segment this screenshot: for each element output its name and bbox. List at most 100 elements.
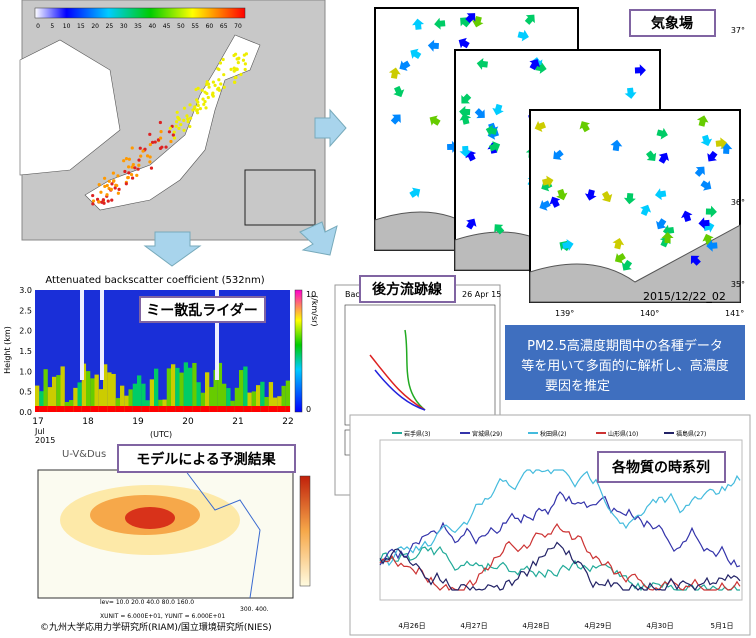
inset-box (244, 169, 316, 226)
plume (125, 507, 175, 529)
station-dot (100, 200, 104, 204)
wind-arrow (427, 39, 440, 52)
wind-arrow (700, 180, 712, 191)
station-dot (124, 182, 128, 186)
station-dot (158, 120, 162, 125)
station-dot (169, 139, 173, 144)
wind-arrow (601, 191, 613, 203)
y-tick: 2.5 (19, 306, 32, 315)
wind-arrow (459, 145, 472, 158)
wind-arrow (696, 115, 709, 127)
summary-box (505, 325, 745, 400)
station-dot (110, 182, 114, 186)
japan-land (84, 34, 261, 211)
wind-arrow (690, 255, 701, 266)
station-dot (193, 106, 197, 110)
wind-arrow (476, 58, 489, 70)
colorbar-tick: 50 (177, 23, 185, 30)
colorbar-tick: 65 (220, 23, 228, 30)
lidar-cell (128, 389, 133, 412)
station-dot (126, 165, 131, 169)
wind-arrow (705, 205, 717, 218)
station-dot (103, 184, 107, 189)
station-dot (124, 157, 129, 161)
y-tick: 0.5 (19, 388, 32, 397)
station-dot (158, 136, 163, 140)
station-dot (129, 173, 134, 177)
station-dot (213, 83, 217, 87)
land (529, 224, 741, 303)
legend-entry: 秋田県(2) (540, 430, 567, 438)
wind-arrow (488, 141, 501, 153)
lidar-cell (124, 406, 129, 412)
arrow-diag (299, 221, 338, 256)
summary-line: PM2.5高濃度期間中の各種データ (527, 338, 723, 354)
station-dot (205, 82, 209, 86)
y-label: Height (km) (3, 326, 12, 374)
x-tick: 21 (232, 417, 243, 427)
timestamp: 2015/12/22_02 (643, 290, 726, 303)
lidar-cell (154, 406, 159, 412)
station-dot (105, 183, 109, 188)
station-dot (95, 197, 100, 201)
station-dot (106, 199, 110, 203)
lidar-cell (120, 406, 125, 412)
lidar-cell (234, 387, 240, 412)
lidar-cell (77, 406, 82, 412)
lidar-cell (39, 391, 44, 412)
lidar-cell (217, 362, 223, 412)
lidar-cell (285, 380, 291, 412)
summary-line: 等を用いて多面的に解析し、高濃度 (521, 358, 729, 374)
lidar-cell (200, 392, 206, 412)
wind-arrow (459, 113, 472, 125)
lidar-cell (124, 395, 129, 412)
station-dot (141, 149, 145, 153)
y-tick: 1.0 (19, 367, 32, 376)
station-dot (174, 124, 178, 128)
lidar-cell (281, 385, 286, 412)
lidar-cell (90, 406, 95, 412)
wind-arrow (661, 231, 674, 243)
station-dot (176, 116, 181, 120)
wind-arrow (534, 120, 547, 133)
lidar-cell (111, 406, 116, 412)
date-label: 4月28日 (522, 622, 549, 630)
station-dot (241, 58, 246, 62)
lidar-cell (188, 367, 193, 412)
wind-arrow (579, 121, 590, 133)
lidar-cell (209, 387, 214, 412)
ts-line (379, 545, 740, 592)
lidar-cell (120, 385, 125, 412)
station-dot (109, 187, 113, 191)
wind-arrow (654, 188, 667, 201)
colorbar-tick: 25 (106, 23, 114, 30)
station-dot (185, 114, 189, 118)
date-label: 4月27日 (460, 622, 487, 630)
wind-arrow (610, 139, 623, 152)
wind-arrow (434, 17, 446, 30)
wind-arrow (412, 18, 425, 30)
station-dot (177, 126, 181, 130)
label: 気象場 (651, 15, 693, 32)
station-dot (195, 111, 200, 115)
lidar-cell (128, 406, 133, 412)
lidar-cell (273, 406, 278, 412)
lidar-cell (230, 406, 235, 412)
lidar-cell (56, 375, 61, 412)
station-dot (97, 183, 101, 187)
lidar-cell (200, 406, 206, 412)
wind-arrow (698, 217, 710, 230)
station-dot (221, 57, 225, 62)
station-dot (219, 82, 223, 86)
lidar-cell (47, 406, 53, 412)
lidar-cell (171, 364, 176, 412)
station-dot (91, 199, 96, 203)
wind-arrow (458, 37, 470, 49)
station-dot (131, 162, 135, 167)
station-dot (242, 53, 246, 57)
cloud (100, 290, 104, 380)
lidar-cell (103, 406, 108, 412)
colorbar-tick: 20 (91, 23, 99, 30)
x-tick: 22 (282, 417, 293, 427)
station-dot (105, 193, 109, 197)
